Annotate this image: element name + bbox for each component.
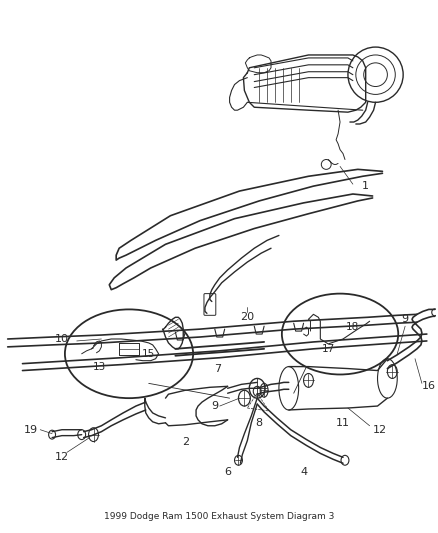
Text: 4: 4: [299, 467, 307, 477]
Text: 2: 2: [181, 437, 188, 447]
Text: 16: 16: [421, 381, 435, 391]
Text: 1: 1: [361, 181, 368, 191]
Text: 15: 15: [142, 349, 155, 359]
Text: 9: 9: [401, 314, 408, 324]
Text: 13: 13: [92, 361, 106, 372]
Text: 12: 12: [55, 453, 69, 462]
Text: 20: 20: [240, 312, 254, 322]
Text: 18: 18: [346, 322, 359, 332]
Text: 11: 11: [335, 418, 349, 428]
Text: 12: 12: [371, 425, 386, 435]
Text: 7: 7: [214, 364, 221, 374]
Text: 17: 17: [321, 344, 334, 354]
Text: 19: 19: [23, 425, 37, 435]
Text: 8: 8: [255, 418, 262, 428]
Text: 10: 10: [55, 334, 69, 344]
Text: 6: 6: [224, 467, 230, 477]
Text: 9: 9: [211, 401, 218, 411]
Text: 1999 Dodge Ram 1500 Exhaust System Diagram 3: 1999 Dodge Ram 1500 Exhaust System Diagr…: [103, 512, 333, 521]
